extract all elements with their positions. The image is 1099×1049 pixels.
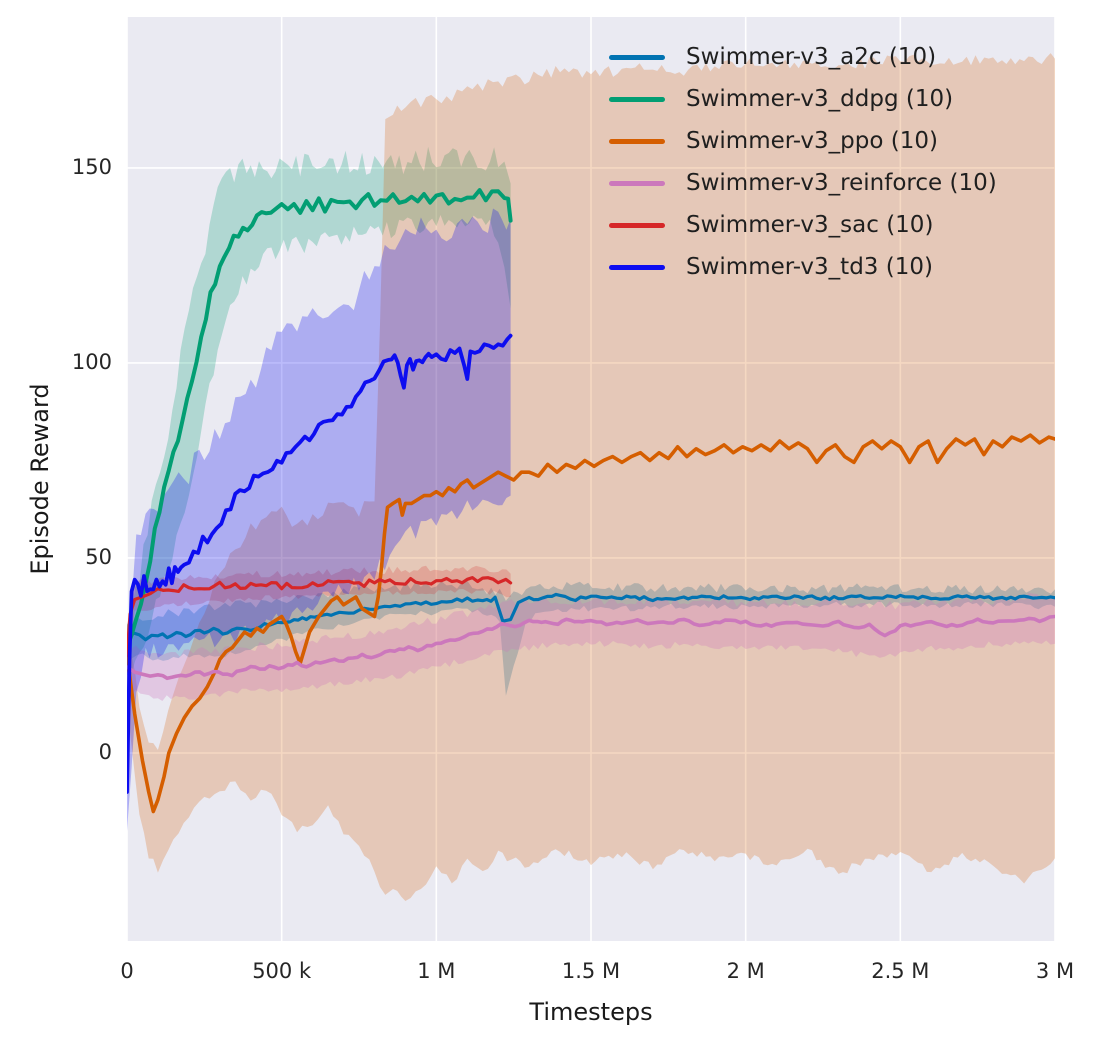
line-td3 xyxy=(127,333,513,794)
band-reinforce xyxy=(127,592,1055,701)
line-ppo xyxy=(127,433,1055,814)
y-tick-label-50: 50 xyxy=(85,544,112,569)
y-axis-label: Episode Reward xyxy=(26,383,54,575)
band-sac xyxy=(127,565,511,675)
x-tick-label-0: 0 xyxy=(120,959,134,983)
x-tick-label-500: 500 k xyxy=(252,959,312,983)
y-tick-label-100: 100 xyxy=(71,349,112,374)
legend-label-td3: Swimmer-v3_td3 (10) xyxy=(686,254,933,280)
legend-swatch-ddpg xyxy=(609,96,665,102)
x-tick-label-1500: 1.5 M xyxy=(561,959,621,983)
legend-item-ddpg: Swimmer-v3_ddpg (10) xyxy=(609,78,997,120)
legend-item-sac: Swimmer-v3_sac (10) xyxy=(609,204,997,246)
legend-item-td3: Swimmer-v3_td3 (10) xyxy=(609,246,997,288)
legend-label-sac: Swimmer-v3_sac (10) xyxy=(686,212,934,238)
y-tick-label-150: 150 xyxy=(71,154,112,179)
legend-item-a2c: Swimmer-v3_a2c (10) xyxy=(609,36,997,78)
line-sac xyxy=(127,576,513,658)
x-tick-label-3000: 3 M xyxy=(1035,959,1075,983)
legend-swatch-td3 xyxy=(609,264,665,270)
legend: Swimmer-v3_a2c (10) Swimmer-v3_ddpg (10) S… xyxy=(609,36,997,288)
line-reinforce xyxy=(127,614,1055,681)
legend-label-a2c: Swimmer-v3_a2c (10) xyxy=(686,44,937,70)
legend-swatch-reinforce xyxy=(609,180,665,186)
legend-item-ppo: Swimmer-v3_ppo (10) xyxy=(609,120,997,162)
legend-label-ddpg: Swimmer-v3_ddpg (10) xyxy=(686,86,954,112)
x-axis-label: Timesteps xyxy=(529,998,653,1026)
legend-swatch-ppo xyxy=(609,138,665,144)
gridlines xyxy=(126,17,1056,941)
legend-swatch-sac xyxy=(609,222,665,228)
band-ppo xyxy=(127,53,1055,902)
x-tick-label-2000: 2 M xyxy=(726,959,765,983)
legend-swatch-a2c xyxy=(609,54,665,60)
legend-label-reinforce: Swimmer-v3_reinforce (10) xyxy=(686,170,997,196)
line-ddpg xyxy=(127,188,513,650)
x-tick-label-2500: 2.5 M xyxy=(871,959,930,983)
band-ddpg xyxy=(127,146,511,676)
x-tick-label-1000: 1 M xyxy=(417,959,456,983)
y-tick-label-0: 0 xyxy=(98,740,112,764)
legend-item-reinforce: Swimmer-v3_reinforce (10) xyxy=(609,162,997,204)
legend-label-ppo: Swimmer-v3_ppo (10) xyxy=(686,128,938,154)
